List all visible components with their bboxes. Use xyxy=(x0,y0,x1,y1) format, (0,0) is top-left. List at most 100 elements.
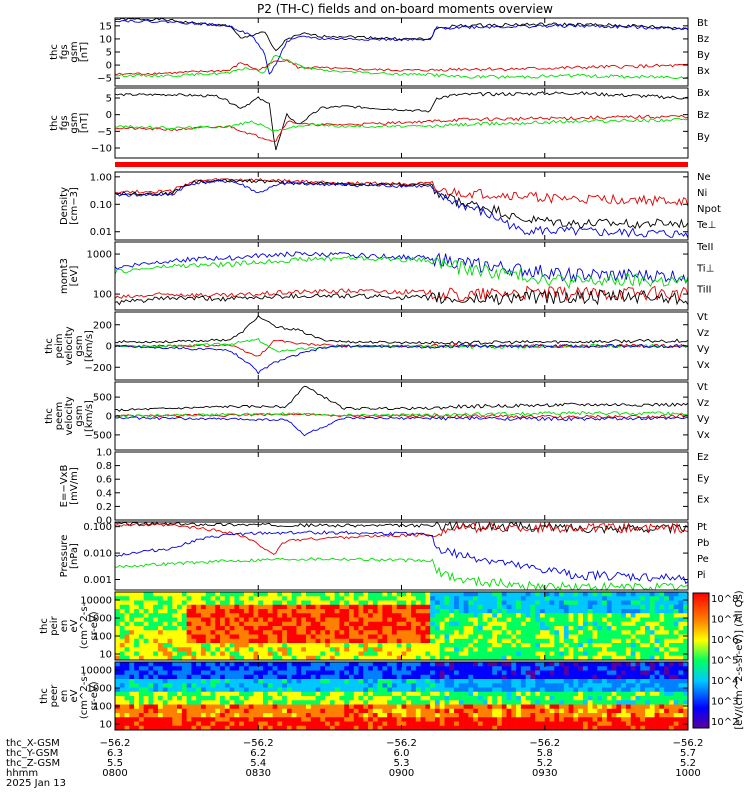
heatmap-cell xyxy=(425,634,431,640)
heatmap-cell xyxy=(344,643,350,648)
heatmap-cell xyxy=(473,662,479,667)
heatmap-cell xyxy=(645,704,651,710)
heatmap-cell xyxy=(434,617,441,623)
heatmap-cell xyxy=(119,600,125,606)
heatmap-cell xyxy=(348,700,355,705)
heatmap-cell xyxy=(544,674,550,680)
heatmap-cell xyxy=(625,621,631,627)
heatmap-cell xyxy=(320,683,326,688)
heatmap-cell xyxy=(511,674,517,680)
heatmap-cell xyxy=(473,638,479,644)
heatmap-cell xyxy=(396,626,402,631)
heatmap-cell xyxy=(497,621,503,627)
heatmap-cell xyxy=(525,613,531,618)
heatmap-cell xyxy=(477,630,483,635)
heatmap-cell xyxy=(129,592,135,597)
heatmap-cell xyxy=(406,651,412,657)
heatmap-cell xyxy=(186,626,192,631)
heatmap-cell xyxy=(559,666,565,671)
heatmap-cell xyxy=(229,613,235,618)
y-tick-label: 0.0 xyxy=(96,516,112,527)
heatmap-cell xyxy=(382,700,388,705)
heatmap-cell xyxy=(157,626,164,631)
heatmap-cell xyxy=(210,713,216,718)
heatmap-cell xyxy=(463,670,469,676)
heatmap-cell xyxy=(186,655,192,661)
heatmap-cell xyxy=(425,674,431,680)
heatmap-cell xyxy=(616,596,622,601)
heatmap-cell xyxy=(220,617,226,623)
heatmap-cell xyxy=(115,679,121,684)
heatmap-cell xyxy=(258,666,264,671)
heatmap-cell xyxy=(229,687,235,693)
heatmap-cell xyxy=(625,683,631,688)
heatmap-cell xyxy=(606,704,612,710)
heatmap-cell xyxy=(659,713,665,718)
heatmap-cell xyxy=(372,655,378,661)
heatmap-cell xyxy=(420,691,426,697)
heatmap-cell xyxy=(248,725,254,731)
heatmap-cell xyxy=(177,721,183,727)
heatmap-cell xyxy=(115,666,121,671)
heatmap-cell xyxy=(339,613,345,618)
heatmap-cell xyxy=(320,670,326,676)
heatmap-cell xyxy=(181,643,187,648)
heatmap-cell xyxy=(296,674,302,680)
heatmap-cell xyxy=(186,651,192,657)
heatmap-cell xyxy=(372,638,378,644)
heatmap-cell xyxy=(248,596,254,601)
heatmap-cell xyxy=(563,621,569,627)
heatmap-cell xyxy=(678,609,684,614)
heatmap-cell xyxy=(673,708,679,714)
heatmap-cell xyxy=(377,647,383,652)
heatmap-cell xyxy=(673,592,679,597)
heatmap-cell xyxy=(520,700,526,705)
heatmap-cell xyxy=(444,626,450,631)
heatmap-cell xyxy=(334,721,340,727)
heatmap-cell xyxy=(325,621,331,627)
heatmap-cell xyxy=(434,613,441,618)
heatmap-cell xyxy=(602,670,608,676)
heatmap-cell xyxy=(468,725,474,731)
heatmap-cell xyxy=(215,643,221,648)
heatmap-cell xyxy=(372,725,378,731)
heatmap-cell xyxy=(411,604,417,610)
heatmap-cell xyxy=(282,617,288,623)
heatmap-cell xyxy=(473,613,479,618)
heatmap-cell xyxy=(115,725,121,731)
heatmap-cell xyxy=(134,613,140,618)
heatmap-cell xyxy=(683,634,689,640)
heatmap-cell xyxy=(597,683,603,688)
heatmap-cell xyxy=(391,651,398,657)
heatmap-cell xyxy=(286,725,292,731)
heatmap-cell xyxy=(630,670,636,676)
y-axis-label: thc xyxy=(44,408,55,424)
heatmap-cell xyxy=(401,687,407,693)
heatmap-cell xyxy=(563,596,569,601)
heatmap-cell xyxy=(511,708,517,714)
heatmap-cell xyxy=(129,717,135,722)
heatmap-cell xyxy=(458,696,464,701)
heatmap-cell xyxy=(411,596,417,601)
heatmap-cell xyxy=(200,638,207,644)
heatmap-cell xyxy=(506,596,512,601)
heatmap-cell xyxy=(353,687,359,693)
heatmap-cell xyxy=(468,643,474,648)
heatmap-cell xyxy=(315,634,321,640)
heatmap-cell xyxy=(415,704,421,710)
heatmap-cell xyxy=(587,721,593,727)
heatmap-cell xyxy=(654,670,660,676)
heatmap-cell xyxy=(578,704,584,710)
heatmap-cell xyxy=(559,700,565,705)
heatmap-cell xyxy=(463,721,469,727)
heatmap-cell xyxy=(157,725,164,731)
heatmap-cell xyxy=(368,670,374,676)
heatmap-cell xyxy=(582,643,589,648)
legend-TeII: TeII xyxy=(696,242,713,253)
heatmap-cell xyxy=(310,621,316,627)
heatmap-cell xyxy=(473,666,479,671)
heatmap-cell xyxy=(664,600,670,606)
heatmap-cell xyxy=(625,717,631,722)
heatmap-cell xyxy=(439,700,445,705)
heatmap-cell xyxy=(415,721,421,727)
